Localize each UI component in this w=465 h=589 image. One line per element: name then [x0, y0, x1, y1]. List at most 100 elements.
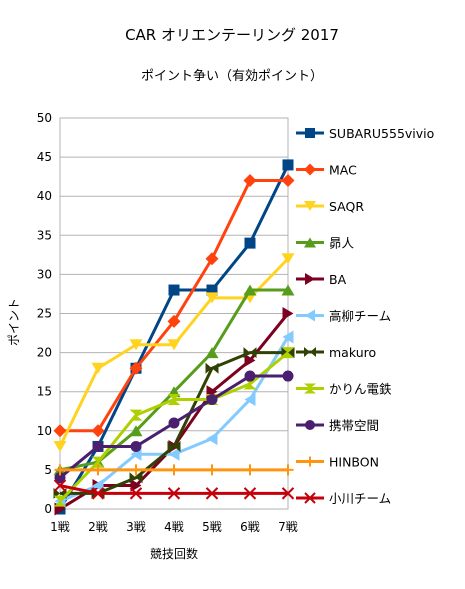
- y-tick-label: 15: [37, 385, 52, 399]
- data-point: [281, 284, 295, 296]
- data-point: [130, 440, 142, 452]
- data-point: [243, 378, 257, 390]
- y-tick-label: 50: [37, 111, 52, 125]
- x-tick-label: 6戦: [240, 520, 260, 534]
- data-point: [92, 479, 104, 493]
- data-point: [282, 307, 294, 320]
- data-point: [53, 424, 67, 438]
- data-point: [91, 362, 105, 374]
- y-tick-label: 30: [37, 267, 52, 281]
- data-point: [305, 420, 315, 430]
- legend-item: HINBON: [296, 455, 379, 470]
- legend-item: 小川チーム: [296, 491, 391, 506]
- data-point: [281, 174, 295, 188]
- data-point: [205, 362, 219, 374]
- data-point: [281, 487, 295, 500]
- legend-item: 高柳チーム: [296, 309, 391, 324]
- data-point: [282, 464, 294, 476]
- legend-label: 昴人: [329, 236, 355, 251]
- legend-item: BA: [296, 272, 347, 287]
- y-tick-label: 5: [44, 463, 52, 477]
- legend-label: 小川チーム: [329, 491, 391, 506]
- data-point: [167, 314, 181, 328]
- data-point: [53, 495, 67, 507]
- data-point: [53, 440, 67, 452]
- data-point: [168, 447, 180, 461]
- legend-item: かりん電鉄: [296, 382, 392, 397]
- data-point: [305, 128, 315, 138]
- data-point: [305, 309, 315, 322]
- data-point: [305, 273, 315, 285]
- data-point: [167, 394, 181, 406]
- data-point: [168, 284, 180, 296]
- data-point: [129, 339, 143, 351]
- data-point: [130, 479, 142, 493]
- legend: SUBARU555vivio MAC SAQR 昴人 BA 高柳チーム makuro かりん電…: [296, 126, 434, 506]
- series: [54, 159, 294, 515]
- data-point: [281, 347, 295, 359]
- data-point: [243, 487, 257, 500]
- data-point: [304, 347, 316, 357]
- data-point: [129, 361, 143, 375]
- axis-layer: 0 5 10 15 20 25 30 35 40 45 50 1戦 2戦 3戦 4戦 5戦 6戦 7戦: [37, 111, 298, 534]
- data-point: [282, 159, 294, 171]
- data-point: [281, 253, 295, 265]
- data-point: [91, 456, 105, 468]
- data-point: [129, 487, 143, 500]
- data-point: [282, 330, 294, 344]
- legend-label: 携帯空間: [329, 418, 379, 433]
- data-point: [243, 347, 257, 359]
- legend-label: SAQR: [329, 199, 364, 214]
- y-tick-label: 20: [37, 346, 52, 360]
- legend-label: BA: [329, 272, 347, 287]
- x-tick-label: 7戦: [278, 520, 298, 534]
- x-tick-label: 3戦: [126, 520, 146, 534]
- data-point: [129, 425, 143, 437]
- legend-label: 高柳チーム: [329, 309, 391, 324]
- data-point: [304, 492, 316, 504]
- data-point: [205, 487, 219, 500]
- series: [54, 464, 294, 476]
- data-point: [243, 174, 257, 188]
- data-point: [91, 424, 105, 438]
- data-point: [167, 339, 181, 351]
- y-tick-label: 10: [37, 424, 52, 438]
- x-tick-label: 2戦: [88, 520, 108, 534]
- data-point: [305, 456, 315, 467]
- data-point: [54, 472, 66, 484]
- data-point: [205, 292, 219, 304]
- y-tick-label: 45: [37, 150, 52, 164]
- data-point: [244, 353, 256, 367]
- legend-label: SUBARU555vivio: [329, 126, 434, 141]
- data-point: [130, 464, 142, 476]
- data-point: [304, 163, 316, 176]
- data-point: [168, 464, 180, 476]
- data-point: [54, 464, 66, 476]
- legend-item: 携帯空間: [296, 418, 379, 433]
- x-tick-label: 1戦: [50, 520, 70, 534]
- data-point: [206, 394, 218, 406]
- data-point: [168, 417, 180, 429]
- data-point: [244, 393, 256, 407]
- data-point: [206, 464, 218, 476]
- data-point: [92, 440, 104, 452]
- legend-item: SUBARU555vivio: [296, 126, 434, 141]
- legend-label: かりん電鉄: [329, 382, 392, 397]
- data-point: [91, 487, 105, 500]
- legend-item: MAC: [296, 163, 357, 178]
- data-point: [206, 284, 218, 296]
- data-point: [53, 479, 67, 492]
- data-point: [304, 237, 316, 248]
- series: [54, 370, 294, 484]
- data-point: [167, 487, 181, 500]
- data-point: [129, 409, 143, 421]
- y-tick-label: 25: [37, 307, 52, 321]
- y-tick-label: 40: [37, 189, 52, 203]
- data-point: [129, 472, 143, 484]
- legend-label: HINBON: [329, 455, 379, 470]
- data-point: [206, 432, 218, 446]
- data-point: [304, 201, 316, 211]
- data-point: [244, 237, 256, 249]
- legend-item: SAQR: [296, 199, 364, 214]
